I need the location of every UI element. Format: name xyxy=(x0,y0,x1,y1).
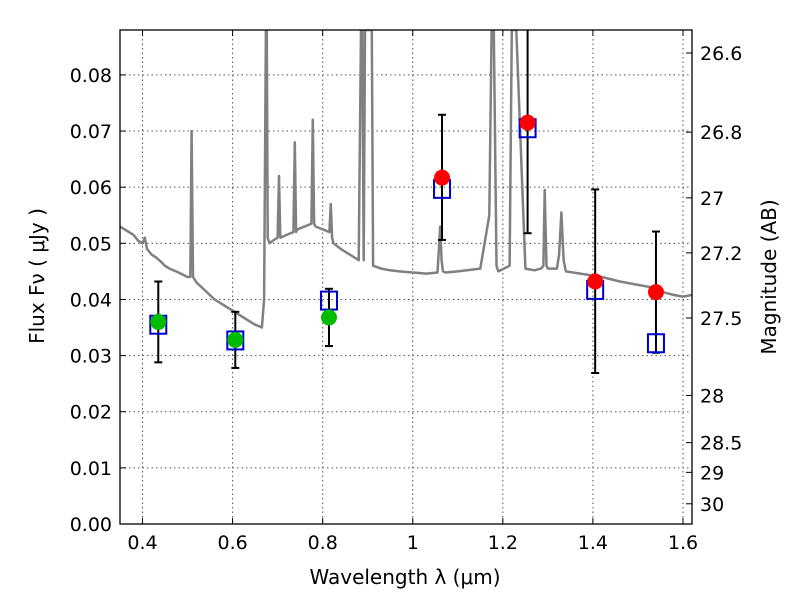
green-data-point xyxy=(320,309,337,326)
axes-frame xyxy=(119,29,693,525)
x-tick-label: 0.6 xyxy=(217,532,247,554)
y-tick-label: 0.03 xyxy=(70,346,112,368)
magnitude-tick-label: 29 xyxy=(700,462,724,484)
magnitude-tick-label: 26.8 xyxy=(700,122,742,144)
model-square-marker xyxy=(646,333,665,354)
template-spectrum-line xyxy=(120,30,692,329)
red-data-point xyxy=(519,114,536,131)
axes: 0.4 0.6 0.8 1 1.2 1.4 1.6 0.00 0.01 0.02 0.03 0.04 0… xyxy=(70,29,742,554)
red-data-point xyxy=(587,273,604,290)
y-tick-label: 0.08 xyxy=(70,65,112,87)
x-axis-title: Wavelength λ (μm) xyxy=(309,565,500,589)
model-square-marker xyxy=(226,330,245,351)
x-tick-label: 0.4 xyxy=(127,532,157,554)
magnitude-tick-label: 27.2 xyxy=(700,243,742,265)
magnitude-tick-label: 28 xyxy=(700,385,724,407)
magnitude-tick-label: 28.5 xyxy=(700,433,742,455)
red-data-point xyxy=(647,284,664,301)
magnitude-tick-label: 27.5 xyxy=(700,308,742,330)
green-data-point xyxy=(150,313,167,330)
magnitude-tick-label: 26.6 xyxy=(700,43,742,65)
plot-area xyxy=(120,30,692,374)
x-tick-label: 1 xyxy=(407,532,419,554)
x-tick-label: 1.6 xyxy=(668,532,698,554)
green-data-point xyxy=(227,331,244,348)
y-tick-label: 0.01 xyxy=(70,458,112,480)
y-tick-label: 0.06 xyxy=(70,177,112,199)
y-tick-label: 0.05 xyxy=(70,233,112,255)
y-tick-label: 0.00 xyxy=(70,514,112,536)
y-tick-label: 0.02 xyxy=(70,402,112,424)
magnitude-tick-label: 27 xyxy=(700,188,724,210)
x-tick-label: 1.4 xyxy=(578,532,608,554)
y-tick-label: 0.04 xyxy=(70,289,112,311)
magnitude-tick-label: 30 xyxy=(700,494,724,516)
x-tick-label: 0.8 xyxy=(308,532,338,554)
right-axis-title: Magnitude (AB) xyxy=(757,199,781,354)
red-data-point xyxy=(434,169,451,186)
y-axis-title: Flux Fν ( μJy ) xyxy=(25,208,49,344)
x-tick-label: 1.2 xyxy=(488,532,518,554)
y-tick-label: 0.07 xyxy=(70,121,112,143)
